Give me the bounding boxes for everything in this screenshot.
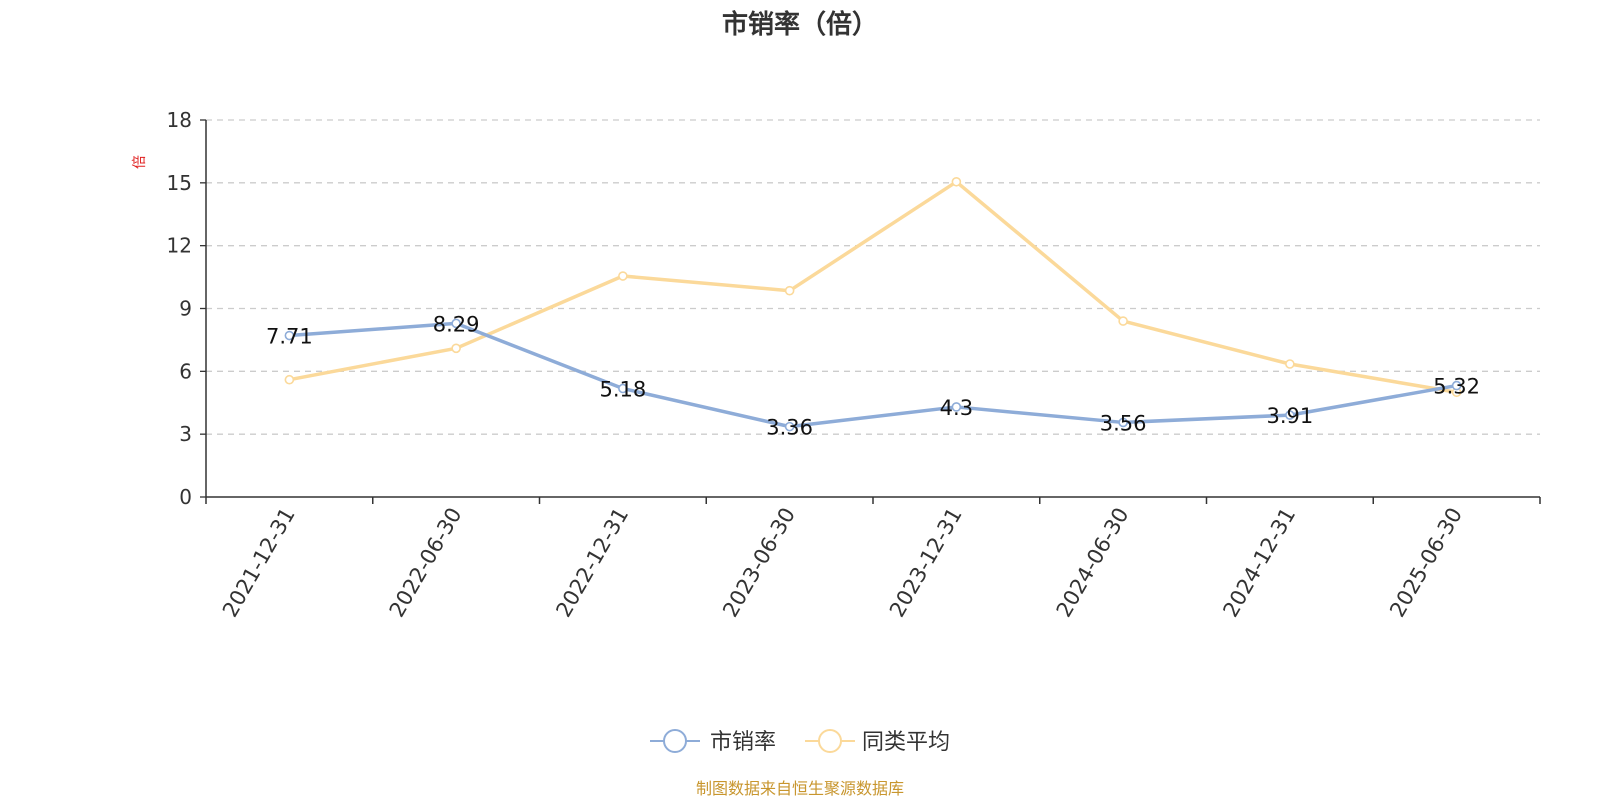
- data-point: [618, 383, 628, 394]
- series-line: [289, 321, 1457, 429]
- chart-title: 市销率（倍）: [722, 9, 878, 40]
- data-point: [784, 421, 795, 432]
- x-tick-label: 2021-12-31: [218, 504, 300, 622]
- legend-item[interactable]: 同类平均: [805, 729, 950, 755]
- data-point: [618, 271, 628, 281]
- data-point: [951, 402, 962, 412]
- x-tick-label: 2023-12-31: [885, 504, 967, 622]
- y-tick-label: 0: [179, 485, 192, 509]
- legend-label: 同类平均: [862, 730, 950, 755]
- data-point: [451, 318, 461, 329]
- legend-item[interactable]: 市销率: [650, 729, 776, 755]
- source-note: 制图数据来自恒生聚源数据库: [696, 779, 904, 798]
- y-axis-unit-label: 倍: [132, 155, 148, 169]
- x-tick-label: 2024-12-31: [1218, 504, 1300, 622]
- data-point: [1118, 417, 1128, 428]
- x-tick-label: 2022-06-30: [385, 504, 467, 622]
- series-layer: [284, 176, 1462, 432]
- data-point: [784, 285, 795, 296]
- data-label: 5.18: [599, 378, 646, 402]
- x-tick-label: 2023-06-30: [718, 504, 800, 622]
- data-point: [284, 330, 295, 341]
- legend: 市销率 同类平均: [650, 729, 950, 755]
- legend-marker: [663, 729, 687, 753]
- legend-label: 市销率: [710, 730, 776, 755]
- data-label: 3.91: [1266, 404, 1313, 428]
- data-label: 3.36: [766, 416, 813, 440]
- x-tick-label: 2024-06-30: [1052, 504, 1134, 622]
- data-label: 4.3: [940, 396, 973, 420]
- data-point: [1451, 380, 1462, 391]
- data-label: 8.29: [433, 312, 480, 336]
- y-tick-label: 15: [167, 171, 192, 195]
- y-tick-label: 3: [179, 422, 192, 446]
- y-tick-label: 18: [167, 108, 192, 132]
- x-tick-label: 2025-06-30: [1385, 504, 1467, 622]
- x-tick-label: 2022-12-31: [551, 504, 633, 622]
- series-line: [289, 180, 1457, 395]
- data-point: [1285, 359, 1295, 369]
- y-tick-label: 12: [167, 234, 192, 258]
- data-labels: 7.71 8.29 5.18 3.36 4.3 3.56 3.91 5.32: [266, 312, 1480, 439]
- data-point: [284, 374, 295, 385]
- data-label: 3.56: [1100, 411, 1147, 435]
- data-label: 7.71: [266, 325, 313, 349]
- data-point: [1118, 316, 1128, 326]
- data-label: 5.32: [1433, 375, 1480, 399]
- data-point: [951, 176, 962, 187]
- data-point: [451, 343, 461, 354]
- y-tick-label: 9: [179, 297, 192, 321]
- legend-marker: [818, 729, 842, 753]
- y-tick-label: 6: [179, 359, 192, 383]
- data-point: [1285, 410, 1295, 420]
- grid-lines: [206, 119, 1540, 435]
